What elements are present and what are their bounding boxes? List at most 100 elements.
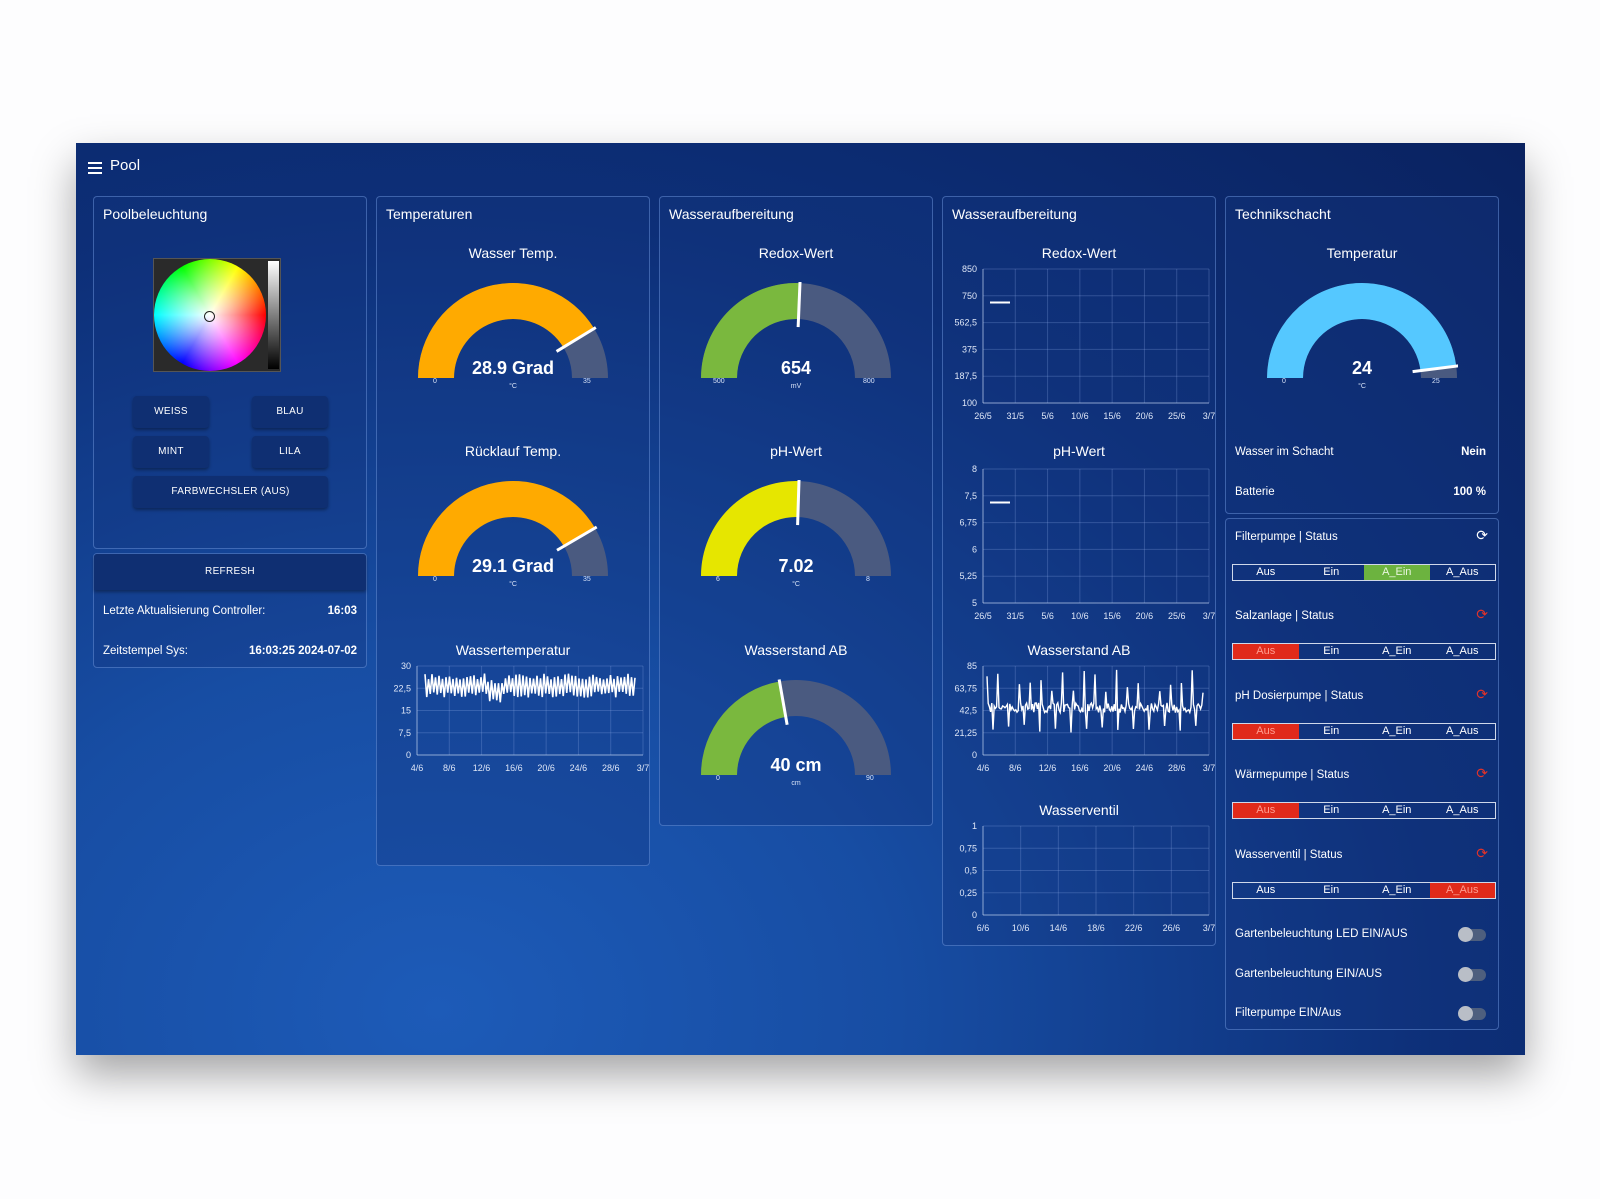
technik-temp-gauge: 24 °C 0 25 xyxy=(1266,282,1459,394)
segment-option[interactable]: A_Aus xyxy=(1446,725,1479,737)
mint-button[interactable]: MINT xyxy=(133,436,209,468)
menu-icon[interactable] xyxy=(88,162,102,174)
y-tick-label: 850 xyxy=(962,265,977,274)
farbwechsler-button[interactable]: FARBWECHSLER (AUS) xyxy=(133,476,328,508)
gauge-needle xyxy=(777,679,789,726)
weiss-button[interactable]: WEISS xyxy=(133,396,209,428)
refresh-icon[interactable]: ⟳ xyxy=(1476,686,1488,702)
color-cursor[interactable] xyxy=(204,311,215,322)
gauge-value: 7.02 xyxy=(778,556,814,576)
redox-chart-title: Redox-Wert xyxy=(1041,245,1117,261)
ph-pumpe-segment[interactable]: Aus Ein A_Ein A_Aus xyxy=(1232,723,1496,740)
x-tick-label: 16/6 xyxy=(505,763,523,773)
segment-option[interactable]: A_Ein xyxy=(1382,884,1412,896)
color-wheel[interactable] xyxy=(154,259,266,371)
gauge-min: 500 xyxy=(713,378,725,385)
wassertemperatur-chart-title: Wassertemperatur xyxy=(455,642,571,658)
x-tick-label: 3/7 xyxy=(1203,611,1215,621)
gauge-needle xyxy=(556,525,598,552)
x-tick-label: 10/6 xyxy=(1071,611,1089,621)
x-tick-label: 16/6 xyxy=(1071,763,1089,773)
y-tick-label: 8 xyxy=(972,465,977,474)
gauge-fill xyxy=(701,481,799,576)
wasserventil-segment[interactable]: Aus Ein A_Ein A_Aus xyxy=(1232,882,1496,899)
y-tick-label: 42,5 xyxy=(959,706,977,716)
segment-option[interactable]: Aus xyxy=(1256,884,1276,896)
wasseraufbereitung-charts-card: Wasseraufbereitung Redox-Wert 850 750 562,… xyxy=(942,196,1216,946)
x-tick-label: 4/6 xyxy=(411,763,424,773)
gauge-min: 0 xyxy=(1282,378,1286,385)
toggle-label-filterpumpe: Filterpumpe EIN/Aus xyxy=(1235,1007,1342,1019)
technik-temp-title: Temperatur xyxy=(1326,245,1398,261)
refresh-icon[interactable]: ⟳ xyxy=(1476,765,1488,781)
y-tick-label: 85 xyxy=(967,662,977,671)
gauge-max: 800 xyxy=(863,378,875,385)
segment-option[interactable]: Ein xyxy=(1323,566,1340,578)
gauge-max: 35 xyxy=(583,378,591,385)
y-tick-label: 0,25 xyxy=(959,888,977,898)
card-title: Technikschacht xyxy=(1235,206,1331,222)
gauge-value: 28.9 Grad xyxy=(471,358,555,378)
segment-option[interactable]: Aus xyxy=(1233,724,1299,739)
segment-option[interactable]: Ein xyxy=(1323,725,1340,737)
wasserstand-chart: 85 63,75 42,5 21,25 0 4/6 8/6 12/6 16/6 20/6 24/6 2… xyxy=(943,661,1215,777)
x-tick-label: 24/6 xyxy=(1136,763,1154,773)
wasser-temp-gauge: 28.9 Grad °C 0 35 xyxy=(417,282,609,394)
x-tick-label: 10/6 xyxy=(1012,923,1030,933)
gauge-value: 40 cm xyxy=(770,755,822,775)
gauge-min: 0 xyxy=(716,775,720,782)
segment-option[interactable]: Ein xyxy=(1323,804,1340,816)
color-picker[interactable] xyxy=(153,258,281,372)
segment-option[interactable]: A_Aus xyxy=(1429,883,1495,898)
segment-option[interactable]: A_Aus xyxy=(1446,566,1479,578)
x-tick-label: 5/6 xyxy=(1041,411,1054,421)
lila-button[interactable]: LILA xyxy=(252,436,328,468)
batterie-value: 100 % xyxy=(1453,486,1486,498)
ph-chart-title: pH-Wert xyxy=(1053,443,1105,459)
segment-option[interactable]: Ein xyxy=(1323,884,1340,896)
segment-option[interactable]: Aus xyxy=(1233,644,1299,659)
salzanlage-segment[interactable]: Aus Ein A_Ein A_Aus xyxy=(1232,643,1496,660)
sys-value: 16:03:25 2024-07-02 xyxy=(248,645,357,657)
segment-option[interactable]: Aus xyxy=(1233,803,1299,818)
wasserstand-gauge: 40 cm cm 0 90 xyxy=(700,679,892,791)
filterpumpe-segment[interactable]: Aus Ein A_Ein A_Aus xyxy=(1232,564,1496,581)
x-tick-label: 26/6 xyxy=(1163,923,1181,933)
refresh-icon[interactable]: ⟳ xyxy=(1476,527,1488,543)
redox-chart: 850 750 562,5 375 187,5 100 26/5 31/5 5/6 10/6 15/… xyxy=(943,264,1215,425)
gauge-arc xyxy=(418,283,608,378)
toggle-label-garten: Gartenbeleuchtung EIN/AUS xyxy=(1235,968,1383,980)
refresh-icon[interactable]: ⟳ xyxy=(1476,606,1488,622)
series-line xyxy=(986,669,1204,733)
segment-option[interactable]: A_Aus xyxy=(1446,804,1479,816)
segment-option[interactable]: A_Ein xyxy=(1364,565,1430,580)
x-tick-label: 20/6 xyxy=(537,763,555,773)
app-title: Pool xyxy=(110,157,141,174)
ph-chart: 8 7,5 6,75 6 5,25 5 26/5 31/5 5/6 10/6 15/6 20/6 25/… xyxy=(943,464,1215,625)
filterpumpe-toggle[interactable] xyxy=(1458,1006,1486,1021)
segment-option[interactable]: A_Ein xyxy=(1382,645,1412,657)
x-tick-label: 26/5 xyxy=(974,611,992,621)
wasserstand-chart-title: Wasserstand AB xyxy=(1027,642,1131,658)
brightness-slider[interactable] xyxy=(268,261,279,369)
ph-title: pH-Wert xyxy=(770,443,822,459)
segment-option[interactable]: Aus xyxy=(1256,566,1276,578)
segment-option[interactable]: A_Aus xyxy=(1446,645,1479,657)
garten-led-toggle[interactable] xyxy=(1458,927,1486,942)
segment-option[interactable]: Ein xyxy=(1323,645,1340,657)
wasser-schacht-label: Wasser im Schacht xyxy=(1235,446,1334,458)
wasser-temp-title: Wasser Temp. xyxy=(468,245,558,261)
x-tick-label: 15/6 xyxy=(1103,411,1121,421)
refresh-button[interactable]: REFRESH xyxy=(94,554,366,590)
x-tick-label: 5/6 xyxy=(1041,611,1054,621)
garten-toggle[interactable] xyxy=(1458,967,1486,982)
segment-option[interactable]: A_Ein xyxy=(1382,725,1412,737)
refresh-icon[interactable]: ⟳ xyxy=(1476,845,1488,861)
gauge-unit: cm xyxy=(791,780,801,787)
blau-button[interactable]: BLAU xyxy=(252,396,328,428)
waermepumpe-segment[interactable]: Aus Ein A_Ein A_Aus xyxy=(1232,802,1496,819)
sys-label: Zeitstempel Sys: xyxy=(103,645,188,657)
y-tick-label: 6,75 xyxy=(959,518,977,528)
segment-option[interactable]: A_Ein xyxy=(1382,804,1412,816)
redox-title: Redox-Wert xyxy=(758,245,834,261)
